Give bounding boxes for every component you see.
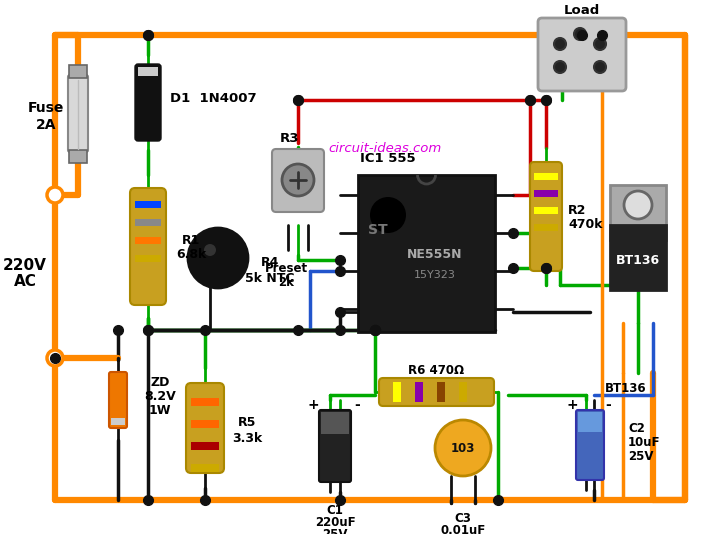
Bar [459, 382, 467, 402]
Bar [534, 207, 558, 214]
Bar [358, 175, 495, 332]
Text: 2k: 2k [278, 276, 294, 288]
Bar [69, 65, 87, 78]
Bar [138, 67, 158, 76]
Text: +: + [307, 398, 319, 412]
Text: R4: R4 [261, 256, 279, 270]
Bar [191, 442, 219, 450]
FancyBboxPatch shape [538, 18, 626, 91]
Bar [135, 237, 161, 244]
Circle shape [282, 164, 314, 196]
Circle shape [47, 187, 63, 203]
FancyBboxPatch shape [576, 410, 604, 480]
Text: -: - [605, 398, 611, 412]
Text: ZD: ZD [150, 375, 169, 389]
Text: +: + [566, 398, 578, 412]
Bar [415, 382, 423, 402]
Bar [534, 190, 558, 197]
Text: 220V: 220V [3, 257, 47, 272]
Text: 470k: 470k [568, 218, 603, 232]
Circle shape [594, 61, 606, 73]
Bar [135, 219, 161, 226]
Text: BT136: BT136 [605, 381, 647, 395]
Bar [69, 150, 87, 163]
FancyBboxPatch shape [186, 383, 224, 473]
Text: 15Y323: 15Y323 [413, 270, 455, 280]
Circle shape [47, 350, 63, 366]
Text: C3: C3 [455, 512, 471, 524]
Text: Fuse: Fuse [28, 101, 64, 115]
Circle shape [370, 197, 406, 233]
Text: IC1 555: IC1 555 [360, 153, 416, 166]
Text: Preset: Preset [265, 262, 307, 274]
Text: 8.2V: 8.2V [144, 389, 176, 403]
Bar [191, 420, 219, 428]
Bar [111, 418, 125, 425]
Text: C1: C1 [327, 504, 343, 516]
Bar [534, 224, 558, 231]
Text: BT136: BT136 [616, 254, 660, 266]
Text: R2: R2 [568, 203, 586, 216]
Bar [191, 398, 219, 406]
Text: Load: Load [564, 4, 600, 17]
Text: 25V: 25V [628, 450, 654, 462]
Bar [191, 464, 219, 472]
FancyBboxPatch shape [130, 188, 166, 305]
FancyBboxPatch shape [379, 378, 494, 406]
Text: 5k NTC: 5k NTC [245, 271, 295, 285]
Circle shape [594, 38, 606, 50]
Text: 0.01uF: 0.01uF [440, 523, 485, 534]
Bar [321, 412, 349, 434]
Circle shape [204, 244, 216, 256]
Text: 103: 103 [451, 442, 475, 454]
FancyBboxPatch shape [272, 149, 324, 212]
FancyBboxPatch shape [135, 64, 161, 141]
Circle shape [574, 28, 586, 40]
Text: 10uF: 10uF [628, 436, 661, 449]
Bar [135, 201, 161, 208]
Text: D1  1N4007: D1 1N4007 [169, 91, 256, 105]
Text: AC: AC [14, 274, 36, 289]
Text: 3.3k: 3.3k [232, 431, 262, 444]
FancyBboxPatch shape [319, 410, 351, 482]
Text: R3: R3 [280, 131, 300, 145]
FancyBboxPatch shape [610, 225, 666, 290]
Text: R1: R1 [182, 233, 200, 247]
Text: 6.8k: 6.8k [176, 248, 206, 262]
Text: R6 470Ω: R6 470Ω [408, 364, 465, 376]
Text: -: - [354, 398, 360, 412]
Text: 220uF: 220uF [315, 515, 355, 529]
Text: NE555N: NE555N [407, 248, 463, 262]
Circle shape [188, 228, 248, 288]
Text: 2A: 2A [36, 118, 56, 132]
Text: 1W: 1W [149, 404, 172, 417]
Circle shape [554, 38, 566, 50]
Bar [135, 255, 161, 262]
Text: ST: ST [368, 223, 388, 237]
FancyBboxPatch shape [68, 75, 88, 152]
Text: R5: R5 [238, 417, 256, 429]
Text: C2: C2 [628, 421, 645, 435]
FancyBboxPatch shape [530, 162, 562, 271]
FancyBboxPatch shape [109, 372, 127, 428]
Bar [578, 412, 602, 432]
FancyBboxPatch shape [610, 185, 666, 240]
Bar [534, 173, 558, 180]
Circle shape [624, 191, 652, 219]
Circle shape [435, 420, 491, 476]
Text: circuit-ideas.com: circuit-ideas.com [328, 142, 442, 154]
Bar [393, 382, 401, 402]
Bar [437, 382, 445, 402]
Circle shape [554, 61, 566, 73]
Text: 25V: 25V [322, 528, 347, 534]
